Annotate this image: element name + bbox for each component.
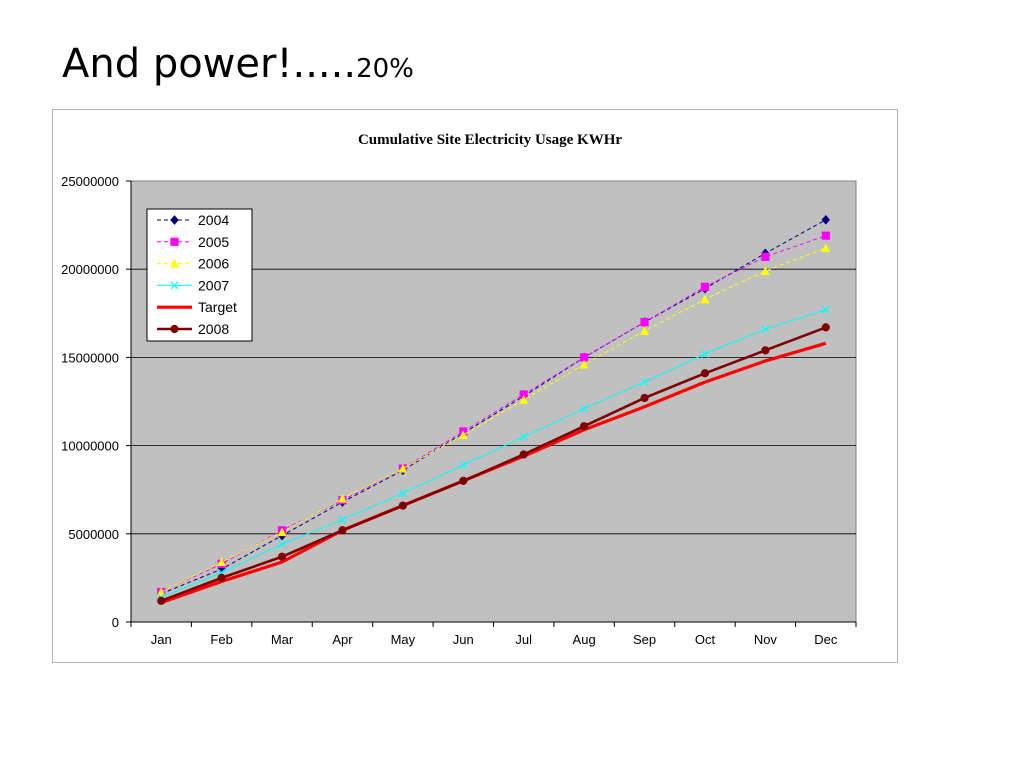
data-point-2006: [519, 395, 529, 404]
x-tick-label: Mar: [271, 632, 294, 647]
data-point-2008: [700, 369, 710, 378]
x-tick-label: Feb: [210, 632, 232, 647]
data-point-2004: [821, 214, 831, 225]
data-point-2008: [277, 552, 287, 561]
data-point-2006: [338, 493, 347, 503]
slide-title-main: And power!.....: [62, 41, 357, 87]
legend-label-2006: 2006: [198, 256, 229, 272]
data-point-2005: [640, 318, 649, 327]
x-tick-label: Aug: [573, 632, 596, 647]
data-point-2006: [156, 587, 166, 597]
x-tick-label: Jan: [151, 632, 172, 647]
slide-title: And power!.....20%: [62, 44, 414, 84]
x-tick-label: Oct: [695, 632, 716, 647]
data-point-2008: [398, 501, 407, 510]
legend-item-2007: 2007: [157, 277, 229, 293]
y-tick-label: 15000000: [61, 350, 119, 365]
legend-marker-2008: [170, 324, 179, 334]
data-point-2006: [760, 266, 770, 276]
y-tick-label: 5000000: [68, 527, 119, 542]
series-2008: [157, 323, 830, 605]
legend-marker-2007: [170, 281, 179, 290]
data-point-2007: [640, 378, 649, 387]
data-point-2008: [217, 573, 226, 582]
x-tick-label: Apr: [332, 632, 353, 647]
data-point-2006: [821, 243, 831, 253]
y-tick-label: 0: [112, 615, 119, 630]
data-point-2006: [640, 326, 649, 336]
data-point-2006: [700, 294, 710, 304]
x-tick-label: Jul: [515, 632, 532, 647]
legend-label-target: Target: [198, 299, 237, 315]
legend-marker-2004: [170, 215, 179, 225]
data-point-2005: [700, 282, 710, 291]
data-point-2008: [761, 346, 770, 355]
data-point-2007: [278, 540, 287, 549]
data-point-2005: [761, 252, 770, 261]
data-point-2007: [761, 325, 770, 334]
data-point-2008: [640, 393, 649, 403]
data-point-2007: [398, 489, 407, 498]
y-tick-label: 10000000: [61, 439, 119, 454]
series-2006: [156, 243, 831, 597]
data-point-2006: [217, 557, 227, 567]
data-point-2008: [580, 422, 589, 431]
data-point-2006: [458, 430, 468, 440]
data-point-2007: [338, 515, 347, 524]
data-point-2008: [157, 596, 166, 605]
legend-label-2008: 2008: [198, 321, 229, 337]
legend-marker-2005: [170, 237, 179, 246]
data-point-2006: [579, 359, 589, 369]
series-line-2004: [161, 219, 827, 595]
chart-title: Cumulative Site Electricity Usage KWHr: [358, 132, 622, 148]
line-chart: Cumulative Site Electricity Usage KWHr 0…: [61, 132, 857, 647]
data-point-2006: [398, 463, 408, 473]
chart-frame: Cumulative Site Electricity Usage KWHr 0…: [52, 109, 898, 663]
data-point-2008: [459, 476, 468, 485]
slide-title-suffix: 20%: [356, 54, 414, 84]
data-point-2007: [580, 404, 589, 413]
legend-label-2007: 2007: [198, 277, 229, 293]
legend-item-2005: 2005: [157, 234, 229, 250]
series-line-2007: [161, 309, 826, 598]
x-tick-label: Nov: [754, 632, 778, 647]
data-point-2005: [821, 231, 830, 240]
x-tick-label: Dec: [814, 632, 838, 647]
data-point-2008: [821, 323, 830, 332]
data-point-2007: [519, 432, 528, 441]
legend-item-2004: 2004: [157, 212, 229, 228]
legend-box: [146, 208, 253, 342]
legend-item-2006: 2006: [157, 256, 229, 272]
y-tick-label: 20000000: [61, 262, 119, 277]
x-tick-label: May: [391, 632, 416, 647]
data-point-2007: [700, 349, 709, 358]
x-tick-label: Sep: [633, 632, 656, 647]
y-tick-label: 25000000: [61, 174, 119, 189]
legend-marker-2006: [170, 258, 179, 268]
legend-item-target: Target: [157, 299, 237, 315]
series-line-2008: [160, 326, 827, 603]
chart-legend: 2004 2005 2006 2007 Target 2008: [146, 208, 253, 342]
x-tick-label: Jun: [453, 632, 474, 647]
data-point-2008: [519, 450, 528, 459]
series-2007: [157, 305, 830, 602]
legend-item-2008: 2008: [157, 321, 229, 337]
data-point-2006: [277, 527, 287, 537]
data-point-2007: [821, 305, 830, 314]
legend-label-2004: 2004: [198, 212, 229, 228]
data-point-2007: [459, 460, 468, 470]
data-point-2008: [338, 526, 347, 535]
legend-label-2005: 2005: [198, 234, 229, 250]
